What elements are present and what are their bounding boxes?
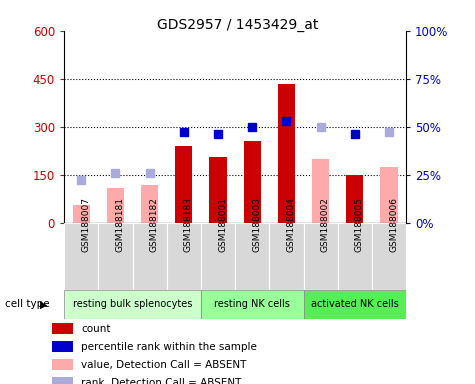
Text: activated NK cells: activated NK cells	[311, 299, 399, 310]
Bar	[73, 205, 90, 223]
Bar	[52, 341, 73, 353]
Text: GSM188005: GSM188005	[355, 197, 364, 252]
Bar	[244, 141, 261, 223]
Bar	[107, 187, 124, 223]
Bar	[235, 223, 269, 290]
Text: GSM188004: GSM188004	[286, 197, 295, 252]
Text: GSM188002: GSM188002	[321, 197, 330, 252]
Bar	[201, 290, 304, 319]
Bar	[133, 223, 167, 290]
Bar	[98, 223, 133, 290]
Bar	[278, 84, 295, 223]
Text: value, Detection Call = ABSENT: value, Detection Call = ABSENT	[81, 360, 247, 370]
Bar	[175, 146, 192, 223]
Bar	[304, 290, 406, 319]
Text: GDS2957 / 1453429_at: GDS2957 / 1453429_at	[157, 18, 318, 32]
Text: cell type: cell type	[5, 299, 49, 310]
Bar	[346, 175, 363, 223]
Bar	[380, 167, 398, 223]
Text: GSM188182: GSM188182	[150, 197, 159, 252]
Text: resting NK cells: resting NK cells	[214, 299, 290, 310]
Bar	[167, 223, 201, 290]
Text: count: count	[81, 324, 111, 334]
Text: ▶: ▶	[40, 299, 48, 310]
Text: percentile rank within the sample: percentile rank within the sample	[81, 342, 257, 352]
Bar	[52, 377, 73, 384]
Bar	[304, 223, 338, 290]
Bar	[312, 159, 329, 223]
Bar	[64, 223, 98, 290]
Bar	[141, 185, 158, 223]
Text: resting bulk splenocytes: resting bulk splenocytes	[73, 299, 192, 310]
Text: GSM188006: GSM188006	[389, 197, 398, 252]
Text: GSM188007: GSM188007	[81, 197, 90, 252]
Text: GSM188183: GSM188183	[184, 197, 193, 252]
Text: rank, Detection Call = ABSENT: rank, Detection Call = ABSENT	[81, 378, 241, 384]
Bar	[209, 157, 227, 223]
Text: GSM188003: GSM188003	[252, 197, 261, 252]
Bar	[52, 359, 73, 371]
Bar	[338, 223, 372, 290]
Bar	[269, 223, 304, 290]
Bar	[52, 323, 73, 334]
Bar	[201, 223, 235, 290]
Text: GSM188181: GSM188181	[115, 197, 124, 252]
Text: GSM188001: GSM188001	[218, 197, 227, 252]
Bar	[64, 290, 201, 319]
Bar	[372, 223, 406, 290]
